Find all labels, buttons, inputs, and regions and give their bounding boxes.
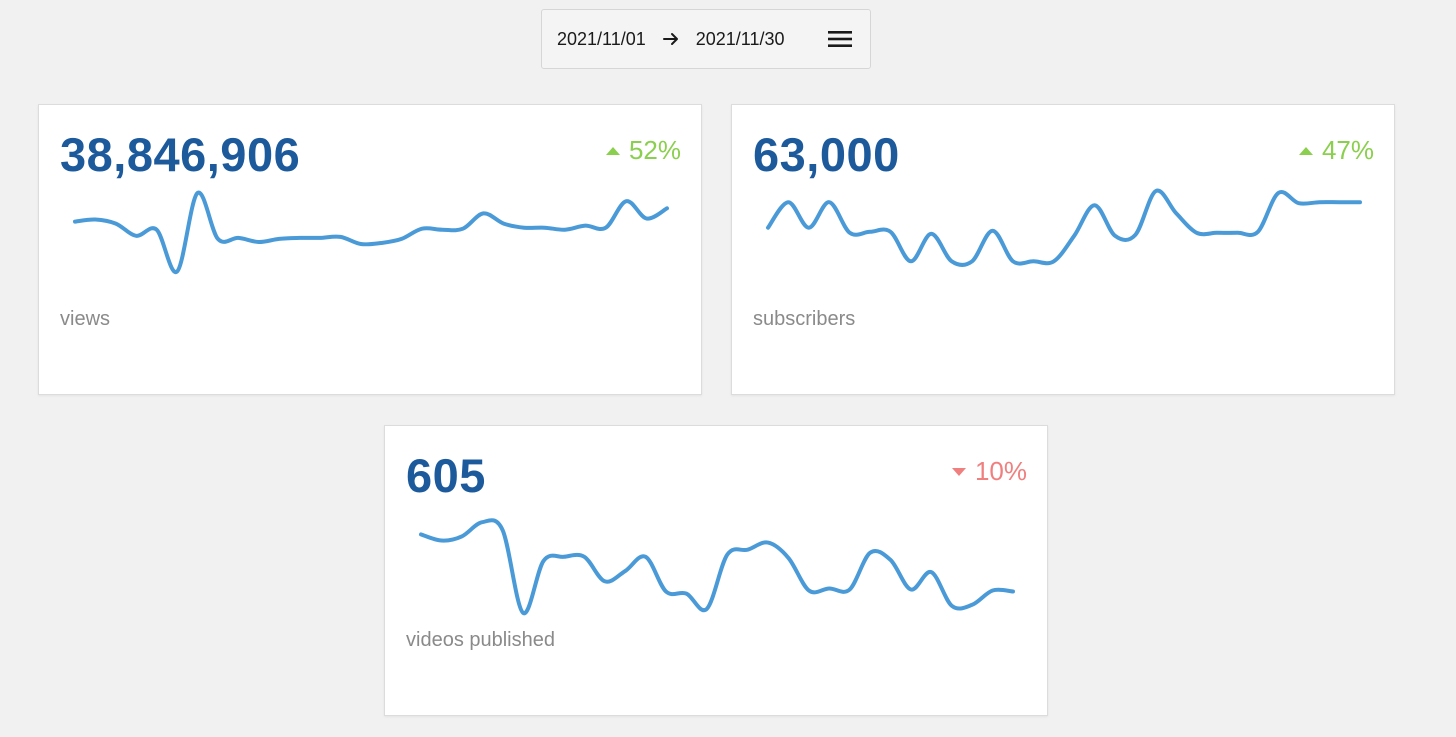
metric-label: videos published	[406, 629, 555, 651]
triangle-up-icon	[605, 146, 620, 155]
date-range-bar[interactable]: 2021/11/01 2021/11/30	[541, 9, 871, 69]
change-badge: 47%	[1298, 135, 1374, 166]
change-percent: 47%	[1321, 135, 1374, 165]
end-date[interactable]: 2021/11/30	[695, 28, 785, 49]
start-date[interactable]: 2021/11/01	[557, 28, 646, 49]
sparkline-path	[419, 518, 1015, 615]
change-percent: 52%	[628, 135, 681, 165]
metric-card-videos-published: 605 10% videos published	[384, 425, 1048, 716]
metric-value: 63,000	[753, 128, 900, 181]
change-badge: 52%	[605, 135, 681, 166]
metric-card-subscribers: 63,000 47% subscribers	[731, 104, 1395, 395]
triangle-down-icon	[951, 467, 966, 476]
arrow-right-icon	[646, 31, 696, 47]
change-percent: 10%	[974, 456, 1027, 486]
metric-value: 38,846,906	[60, 128, 301, 181]
sparkline-chart	[73, 190, 669, 274]
metric-label: subscribers	[753, 308, 856, 330]
sparkline-chart	[766, 188, 1362, 267]
sparkline-path	[766, 188, 1362, 267]
sparkline-chart	[419, 518, 1015, 615]
metric-value: 605	[406, 449, 486, 502]
change-badge: 10%	[951, 456, 1027, 487]
metric-label: views	[60, 308, 111, 330]
hamburger-menu-icon[interactable]	[828, 29, 854, 49]
triangle-up-icon	[1298, 146, 1313, 155]
sparkline-path	[73, 190, 669, 274]
metric-card-views: 38,846,906 52% views	[38, 104, 702, 395]
